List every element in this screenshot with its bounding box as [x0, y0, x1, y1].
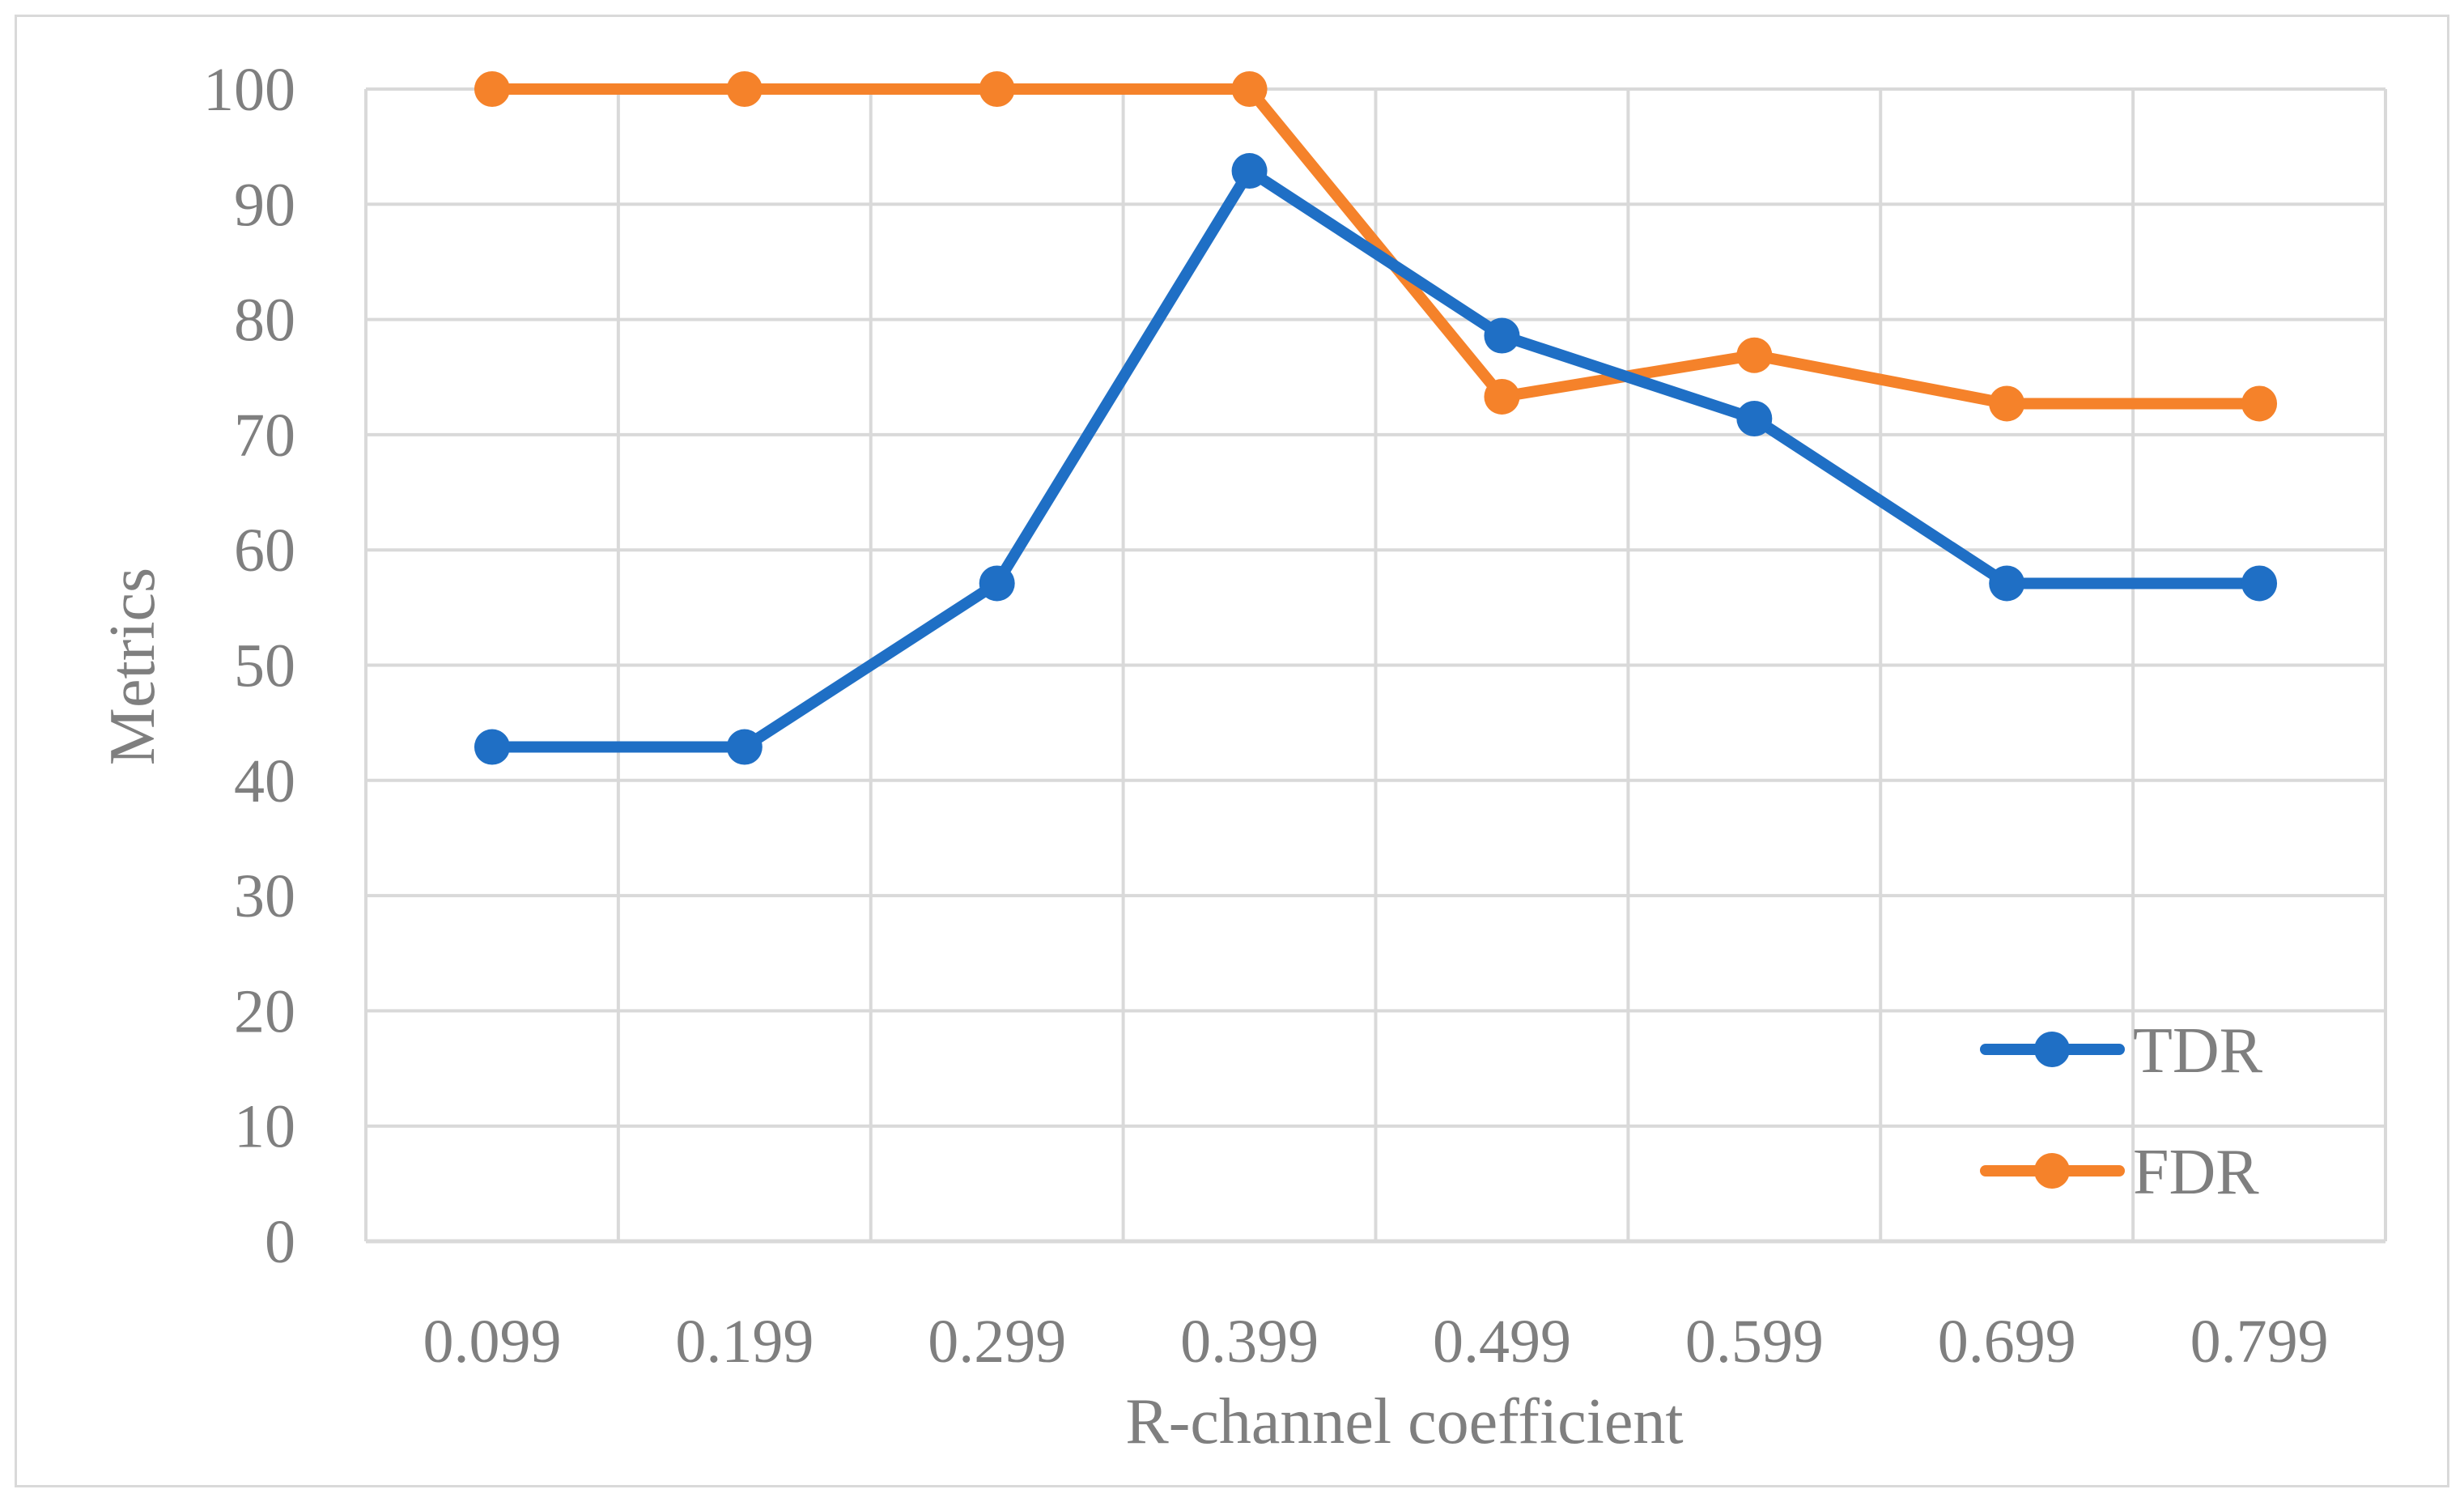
x-tick-label: 0.699: [1938, 1308, 2076, 1376]
y-tick-label: 70: [234, 402, 295, 470]
x-tick-label: 0.399: [1180, 1308, 1319, 1376]
y-tick-label: 80: [234, 287, 295, 355]
legend-item-tdr: TDR: [1980, 1015, 2263, 1087]
series-tdr: [474, 153, 2278, 765]
y-tick-label: 100: [203, 56, 295, 124]
tick-labels: 0 10 20 30 40 50 60 70 80 90 100 0.099 0.199 0.299 0.3…: [203, 56, 2329, 1376]
data-point-tdr: [1736, 400, 1773, 436]
x-axis-title: R-channel coefficient: [1125, 1386, 1683, 1457]
y-tick-label: 10: [234, 1093, 295, 1161]
x-tick-label: 0.199: [675, 1308, 814, 1376]
data-point-tdr: [1989, 565, 2025, 602]
x-tick-label: 0.299: [928, 1308, 1066, 1376]
data-point-tdr: [1231, 153, 1268, 189]
y-tick-label: 60: [234, 517, 295, 585]
legend-swatch-marker: [2034, 1032, 2070, 1067]
legend-item-fdr: FDR: [1980, 1137, 2259, 1208]
y-tick-label: 30: [234, 862, 295, 930]
grid-lines: [364, 87, 2387, 1241]
data-point-tdr: [2241, 565, 2278, 602]
data-point-fdr: [1989, 385, 2025, 422]
x-tick-label: 0.599: [1685, 1308, 1824, 1376]
y-tick-label: 90: [234, 171, 295, 239]
data-point-fdr: [1484, 378, 1520, 415]
y-tick-label: 50: [234, 632, 295, 700]
data-point-tdr: [474, 729, 510, 765]
data-point-tdr: [1484, 317, 1520, 354]
legend: TDR FDR: [1980, 1015, 2263, 1208]
data-point-fdr: [1736, 337, 1773, 373]
data-point-fdr: [2241, 385, 2278, 422]
data-point-fdr: [1231, 71, 1268, 107]
y-tick-label: 40: [234, 747, 295, 815]
x-tick-label: 0.099: [423, 1308, 561, 1376]
x-tick-label: 0.499: [1433, 1308, 1571, 1376]
legend-swatch-marker: [2034, 1153, 2070, 1189]
y-tick-label: 0: [265, 1208, 295, 1276]
data-point-tdr: [979, 565, 1015, 602]
data-point-fdr: [726, 71, 763, 107]
x-tick-label: 0.799: [2190, 1308, 2329, 1376]
data-point-tdr: [726, 729, 763, 765]
data-point-fdr: [979, 71, 1015, 107]
series-line-fdr: [486, 83, 2266, 410]
y-axis-title: Metrics: [97, 568, 168, 765]
y-tick-label: 20: [234, 977, 295, 1045]
series-fdr: [474, 71, 2278, 422]
legend-label: TDR: [2133, 1015, 2263, 1087]
series-line-tdr: [486, 165, 2266, 753]
legend-label: FDR: [2133, 1137, 2259, 1208]
data-point-fdr: [474, 71, 510, 107]
series: [474, 71, 2278, 765]
